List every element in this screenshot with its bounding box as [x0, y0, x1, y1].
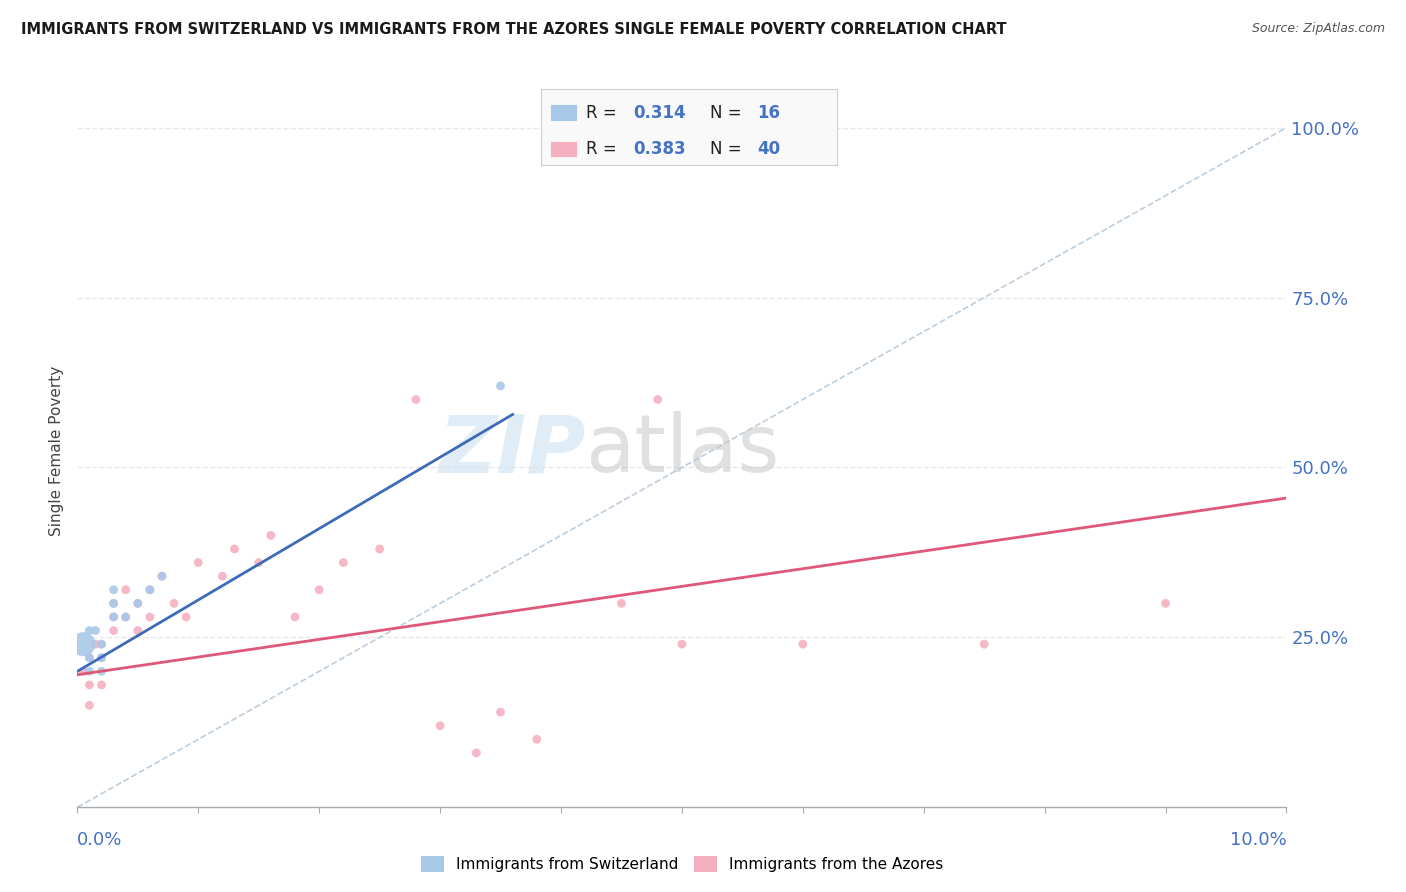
Text: 0.383: 0.383: [633, 140, 686, 158]
Point: [792, 637, 814, 651]
Point: [973, 637, 995, 651]
Legend: Immigrants from Switzerland, Immigrants from the Azores: Immigrants from Switzerland, Immigrants …: [415, 850, 949, 878]
Point: [150, 569, 173, 583]
Point: [90, 650, 112, 665]
Point: [671, 637, 693, 651]
Text: 10.0%: 10.0%: [1230, 831, 1286, 849]
Point: [429, 719, 451, 733]
Text: N =: N =: [710, 140, 747, 158]
Point: [211, 569, 233, 583]
Point: [103, 610, 125, 624]
Point: [79, 665, 101, 679]
Text: atlas: atlas: [585, 411, 779, 490]
Point: [103, 624, 125, 638]
Point: [90, 665, 112, 679]
Point: [90, 678, 112, 692]
Point: [72, 665, 94, 679]
Text: ZIP: ZIP: [437, 411, 585, 490]
Text: 40: 40: [756, 140, 780, 158]
Point: [79, 624, 101, 638]
Text: 16: 16: [756, 103, 780, 121]
Point: [224, 541, 246, 556]
Point: [247, 556, 270, 570]
Text: N =: N =: [710, 103, 747, 121]
Point: [103, 596, 125, 610]
Point: [79, 698, 101, 713]
Point: [610, 596, 633, 610]
Point: [79, 650, 101, 665]
Point: [127, 596, 149, 610]
Point: [114, 610, 136, 624]
Text: 0.0%: 0.0%: [77, 831, 122, 849]
Point: [127, 596, 149, 610]
Point: [489, 379, 512, 393]
Text: R =: R =: [586, 140, 621, 158]
Point: [163, 596, 186, 610]
Point: [114, 582, 136, 597]
Point: [84, 637, 107, 651]
Text: Source: ZipAtlas.com: Source: ZipAtlas.com: [1251, 22, 1385, 36]
Point: [368, 541, 391, 556]
Point: [114, 610, 136, 624]
Bar: [550, 104, 576, 121]
Point: [139, 610, 162, 624]
Point: [150, 569, 173, 583]
Point: [308, 582, 330, 597]
Bar: [550, 141, 576, 158]
Point: [260, 528, 283, 542]
Text: R =: R =: [586, 103, 621, 121]
Point: [84, 624, 107, 638]
Point: [127, 624, 149, 638]
Point: [79, 650, 101, 665]
Point: [405, 392, 427, 407]
Point: [489, 705, 512, 719]
Point: [139, 582, 162, 597]
Point: [187, 556, 209, 570]
Point: [103, 582, 125, 597]
Point: [647, 392, 669, 407]
Y-axis label: Single Female Poverty: Single Female Poverty: [49, 366, 65, 535]
Point: [72, 637, 94, 651]
Point: [332, 556, 354, 570]
Text: IMMIGRANTS FROM SWITZERLAND VS IMMIGRANTS FROM THE AZORES SINGLE FEMALE POVERTY : IMMIGRANTS FROM SWITZERLAND VS IMMIGRANT…: [21, 22, 1007, 37]
Point: [139, 582, 162, 597]
Point: [90, 637, 112, 651]
Point: [90, 650, 112, 665]
Point: [526, 732, 548, 747]
Point: [284, 610, 307, 624]
Point: [174, 610, 197, 624]
Point: [465, 746, 488, 760]
Point: [1154, 596, 1177, 610]
Point: [103, 610, 125, 624]
Point: [103, 596, 125, 610]
Point: [79, 678, 101, 692]
Text: 0.314: 0.314: [633, 103, 686, 121]
Point: [90, 637, 112, 651]
